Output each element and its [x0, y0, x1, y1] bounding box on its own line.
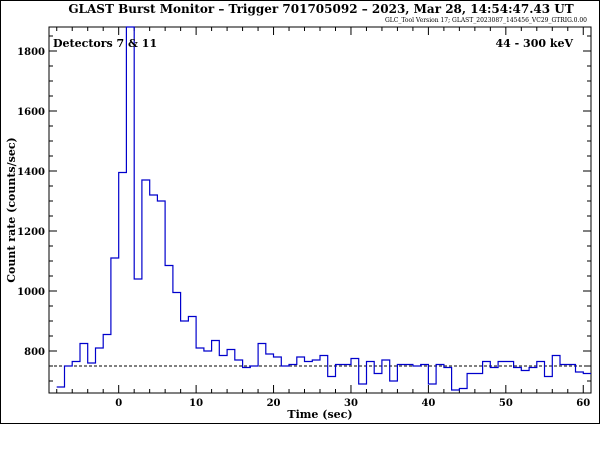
- chart-title: GLAST Burst Monitor – Trigger 701705092 …: [68, 2, 573, 16]
- y-tick-label: 1000: [17, 287, 45, 298]
- x-tick-label: 60: [576, 398, 590, 409]
- y-tick-label: 1200: [17, 227, 45, 238]
- x-tick-label: 20: [267, 398, 281, 409]
- y-tick-label: 1600: [17, 107, 45, 118]
- x-tick-label: 50: [499, 398, 513, 409]
- count-rate-series-line: [56, 26, 591, 391]
- x-axis-label: Time (sec): [287, 408, 352, 421]
- chart-frame: [0, 0, 600, 424]
- y-tick-label: 800: [24, 347, 45, 358]
- x-tick-label: 30: [344, 398, 358, 409]
- axis-tick-labels: 0 10 20 30 40 50 60 800 1000 1200 1400 1600 1800: [17, 47, 590, 409]
- energy-range-annotation: 44 - 300 keV: [496, 37, 574, 50]
- detectors-annotation: Detectors 7 & 11: [53, 37, 157, 50]
- chart-subtitle: GLC_Tool Version 17; GLAST_2023087_14545…: [385, 17, 587, 24]
- y-axis-label: Count rate (counts/sec): [5, 137, 18, 282]
- x-tick-label: 0: [115, 398, 122, 409]
- x-tick-label: 10: [189, 398, 203, 409]
- y-tick-label: 1400: [17, 167, 45, 178]
- y-tick-label: 1800: [17, 47, 45, 58]
- x-tick-label: 40: [421, 398, 435, 409]
